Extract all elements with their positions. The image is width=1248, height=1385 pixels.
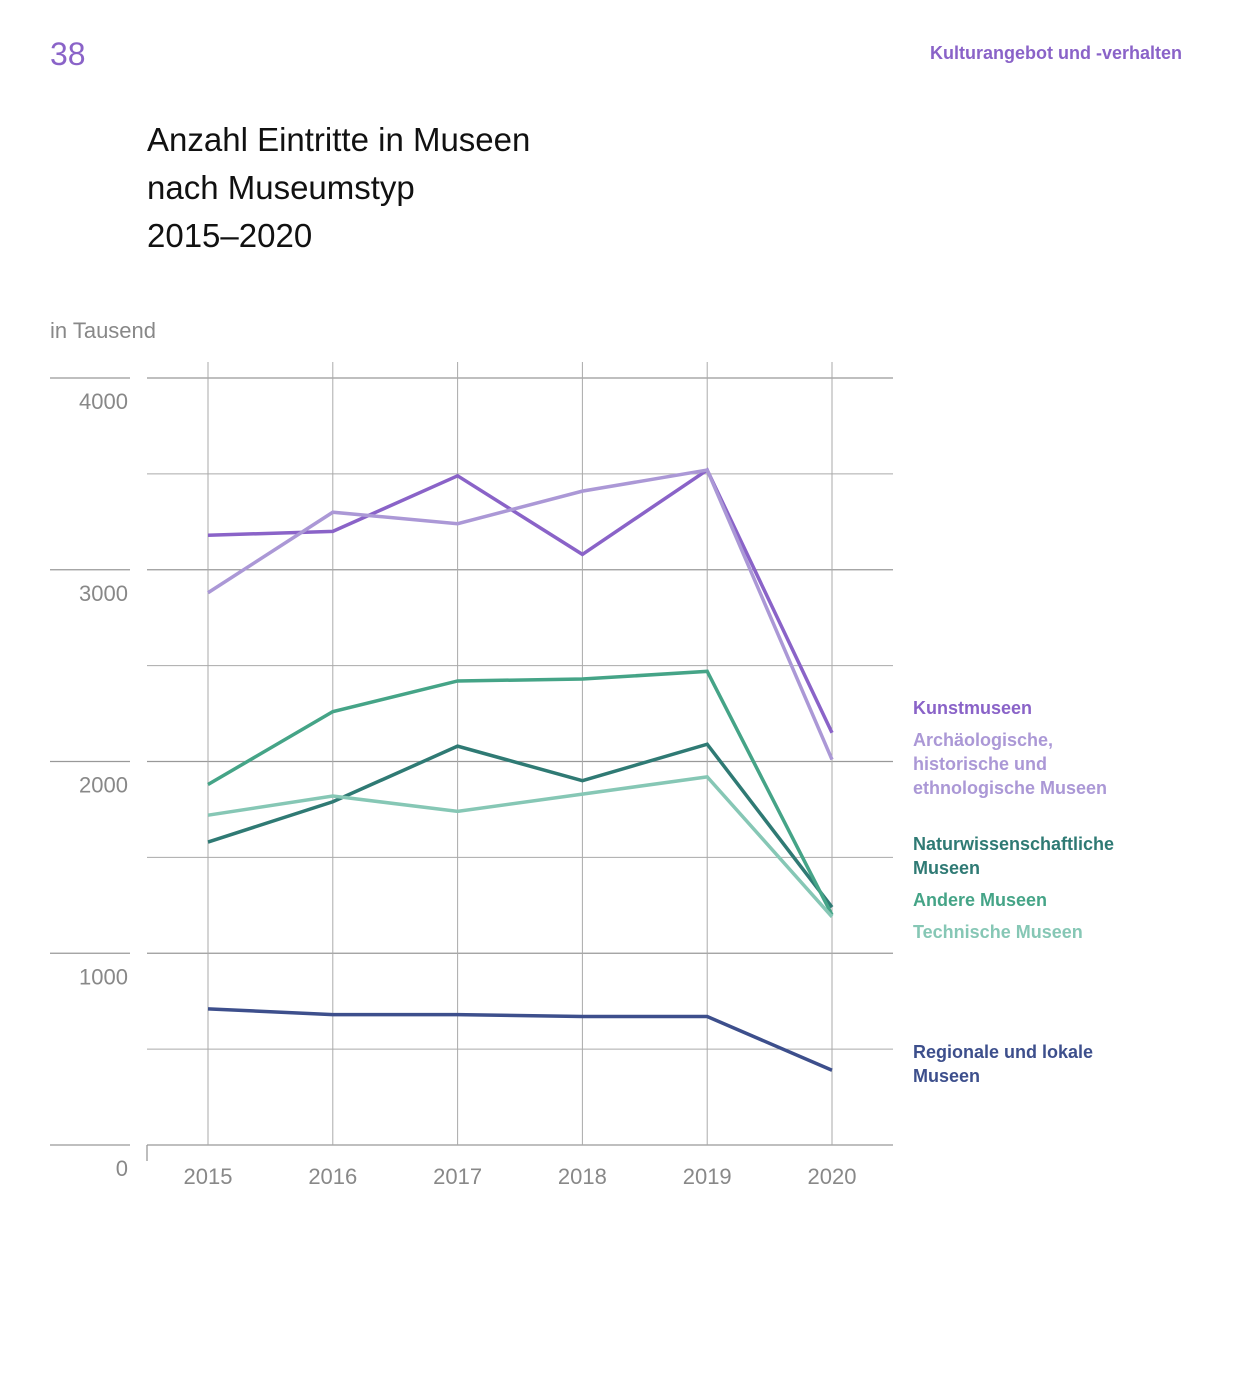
x-tick-label: 2018 [558, 1164, 607, 1189]
series-line-regionale [207, 1007, 833, 1072]
y-tick-label: 4000 [79, 389, 128, 414]
y-tick-label: 1000 [79, 964, 128, 989]
y-tick-label: 0 [116, 1156, 128, 1181]
legend-item: Naturwissenschaftliche Museen [913, 832, 1114, 880]
series-line-naturwissenschaftliche [207, 742, 834, 909]
legend-label: Museen [913, 1066, 981, 1086]
chart-title-line: 2015–2020 [147, 217, 313, 254]
legend-item: Technische Museen [913, 920, 1083, 944]
x-tick-label: 2017 [433, 1164, 482, 1189]
y-tick-label: 3000 [79, 581, 128, 606]
section-title: Kulturangebot und -verhalten [930, 43, 1182, 63]
page-number: 38 [50, 36, 86, 72]
series-line-andere [207, 669, 834, 916]
legend-label: Naturwissenschaftliche [913, 834, 1115, 854]
series-line-kunstmuseen [207, 467, 834, 734]
legend-label: Andere Museen [913, 890, 1048, 910]
x-tick-label: 2019 [683, 1164, 732, 1189]
legend-item: Archäologische, historische und ethnologis… [913, 728, 1107, 800]
legend-item: Kunstmuseen [913, 696, 1032, 720]
legend-label: Regionale und lokale [913, 1042, 1094, 1062]
legend-label: Kunstmuseen [913, 698, 1033, 718]
y-axis-label: in Tausend [50, 318, 157, 343]
legend-item: Andere Museen [913, 888, 1047, 912]
x-tick-label: 2016 [308, 1164, 357, 1189]
chart-title: Anzahl Eintritte in Museen nach Museumst… [147, 116, 530, 260]
chart-title-line: nach Museumstyp [147, 169, 415, 206]
legend-label: ethnologische Museen [913, 778, 1108, 798]
series-line-archäologische [207, 468, 834, 761]
y-tick-label: 2000 [79, 773, 128, 798]
legend-item: Regionale und lokale Museen [913, 1040, 1093, 1088]
series-line-technische [207, 774, 834, 918]
legend-label: historische und [913, 754, 1048, 774]
x-tick-label: 2015 [184, 1164, 233, 1189]
legend-label: Archäologische, [913, 730, 1054, 750]
x-tick-label: 2020 [808, 1164, 857, 1189]
chart-title-line: Anzahl Eintritte in Museen [147, 121, 531, 158]
legend-label: Museen [913, 858, 981, 878]
legend-label: Technische Museen [913, 922, 1083, 942]
